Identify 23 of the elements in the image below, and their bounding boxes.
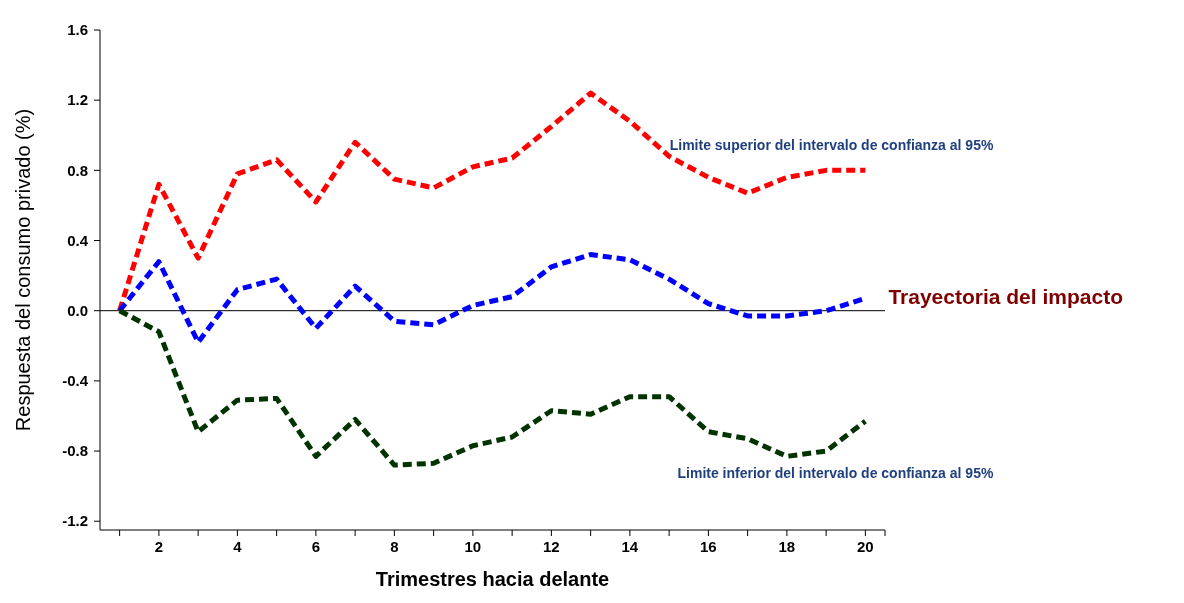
x-tick-label: 20 xyxy=(857,538,874,555)
x-tick-label: 6 xyxy=(311,538,321,555)
series-label: Limite superior del intervalo de confianza al 95% xyxy=(669,137,994,154)
y-tick-label: 1.6 xyxy=(67,21,88,39)
y-tick-label: 0.8 xyxy=(67,161,88,179)
x-tick-label: 2 xyxy=(154,538,164,555)
y-tick-label: 1.2 xyxy=(67,91,88,109)
y-tick-label: 0.4 xyxy=(67,231,89,249)
x-tick-label: 16 xyxy=(700,538,717,555)
x-axis-title: Trimestres hacia delante xyxy=(375,568,610,590)
y-tick-label: 0.0 xyxy=(67,301,88,319)
x-tick-label: 12 xyxy=(543,538,560,555)
x-tick-label: 10 xyxy=(464,538,482,555)
y-axis-title: Respuesta del consumo privado (%) xyxy=(12,108,34,432)
series-label: Trayectoria del impacto xyxy=(888,285,1123,309)
x-tick-label: 18 xyxy=(778,538,796,555)
x-tick-label: 4 xyxy=(233,538,243,555)
x-tick-label: 8 xyxy=(390,538,399,555)
y-tick-label: -0.4 xyxy=(62,372,89,390)
x-tick-label: 14 xyxy=(621,538,639,555)
series-label: Limite inferior del intervalo de confianza al 95% xyxy=(677,465,994,482)
y-tick-label: -1.2 xyxy=(62,512,88,530)
y-tick-label: -0.8 xyxy=(62,442,88,460)
